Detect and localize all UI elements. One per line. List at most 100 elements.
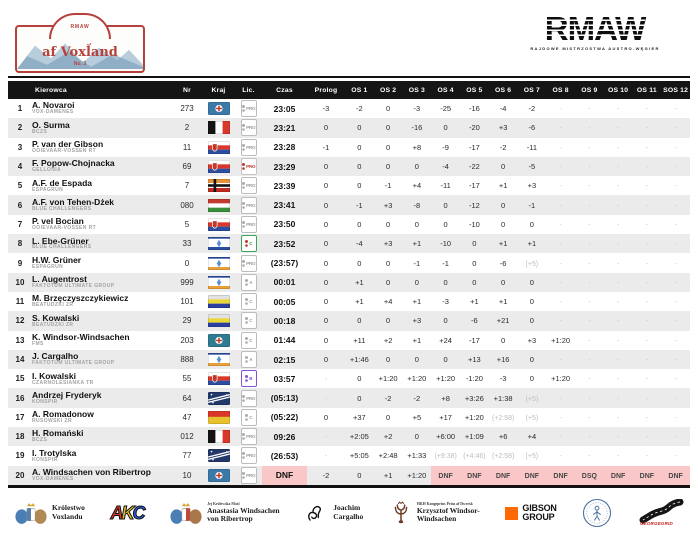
country-cell [202, 311, 235, 330]
team-name: OOIEVAAR-VOSSEN RT [32, 147, 97, 154]
driver-cell: F. Popow-Chojnacka GELLONIA [32, 157, 172, 176]
driver-name: S. Kowalski [32, 312, 80, 323]
rally-edition: No. 3 [73, 60, 87, 67]
stage-cell-os8: - [559, 357, 562, 364]
stage-cell-os3: +1 [412, 239, 422, 249]
license-figure-icon [244, 317, 248, 321]
total-time-cell: 09:26 [273, 431, 296, 442]
car-number-cell: 11 [182, 142, 192, 152]
akc-letter-a: A [110, 503, 124, 523]
stage-cell-os3: +1:20 [407, 374, 427, 384]
result-row-8: 8 L. Ebe-Grüner BLUE CHALLENGERS 33 C 23:52 0 -… [8, 234, 690, 254]
stage-cell-os8: - [559, 221, 562, 229]
car-number-cell: 69 [182, 162, 192, 172]
stage-cell-os11: - [645, 106, 649, 114]
stage-cell-os5: +1:20 [464, 412, 484, 422]
team-name: KONSPIR [32, 456, 58, 463]
total-time-cell: 01:44 [273, 335, 296, 346]
prolog-cell: - [324, 434, 328, 442]
stage-cell-os3: 0 [414, 355, 419, 364]
stage-cell-os11: - [645, 357, 649, 364]
license-badge-PRO: PRO [240, 119, 257, 137]
driver-name: A.F. de Espada [32, 177, 92, 188]
license-badge-C: C [240, 312, 257, 330]
driver-name: H.W. Grüner [32, 254, 82, 265]
stage-cell-os2: 0 [386, 219, 391, 229]
stage-cell-os9: - [588, 125, 591, 133]
stage-cell-os3: 0 [414, 219, 419, 229]
country-cell [202, 350, 235, 369]
license-figure-icon [241, 124, 245, 128]
stage-cell-os6: +6 [498, 432, 508, 442]
prolog-cell: 0 [323, 297, 329, 307]
license-badge-A: A [240, 351, 257, 368]
stage-cell-os7: 0 [529, 374, 534, 384]
result-row-9: 9 H.W. Grüner ESPAGRUN 0 PRO (23:57) 0 0 0 -1 -1 0 -… [8, 253, 690, 272]
country-cell [202, 215, 235, 234]
stage-cell-os12: - [674, 125, 677, 133]
orange-square-icon [505, 506, 519, 520]
result-row-6: 6 A.F. von Tehen-Dżek BLUE CHALLENGERS 080 P… [8, 195, 690, 215]
column-header-prolog: Prolog [307, 81, 345, 99]
license-cell: PRO [235, 138, 262, 157]
column-header-sos-12: SOS 12 [661, 81, 690, 99]
results-table: Kierowca Nr Kraj Lic. Czas Prolog OS 1 OS 2 OS 3… [8, 81, 690, 485]
stage-cell-os11: - [645, 299, 649, 307]
position-cell: 8 [17, 239, 23, 249]
stage-cell-os12: - [674, 453, 677, 461]
stage-cell-os4: (+9:38) [434, 453, 457, 461]
stage-cell-os4: 0 [443, 200, 448, 210]
flag-icon-slavic-crest [207, 372, 230, 386]
driver-cell: I. Kowalski CZARNOLESIANKA TR [32, 369, 172, 388]
stage-cell-os3: 0 [414, 277, 419, 287]
flag-icon-red-white-green [207, 198, 230, 212]
country-cell [202, 427, 235, 446]
flag-icon-slavic-crest [207, 217, 230, 231]
column-header-os-7: OS 7 [517, 81, 547, 99]
license-badge-C: C [240, 293, 257, 311]
result-row-13: 13 K. Windsor-Windsachen FMS 203 C 01:44 0 +11 +… [8, 331, 690, 350]
team-name: BCZS [32, 128, 48, 135]
license-figure-icon [241, 182, 245, 186]
flag-icon-navy-diagonal-stars [207, 449, 230, 463]
stage-cell-os2: 0 [386, 277, 391, 287]
stage-cell-os6: +3 [498, 123, 508, 133]
championship-subtitle: RAJDOWE MISTRZOSTWA AUSTRO-WĘGIER [530, 46, 660, 51]
team-name: RUSOWSKI ZR [32, 418, 72, 425]
stage-cell-os1: 0 [357, 316, 362, 326]
position-cell: 18 [15, 432, 25, 442]
road-logo-caption: GEORGEGRID [639, 521, 673, 526]
stage-cell-os5: -20 [468, 123, 480, 133]
license-cell: PRO [235, 446, 262, 465]
license-figure-icon [241, 201, 245, 205]
result-row-17: 17 A. Romadonow RUSOWSKI ZR 47 C (05:22) 0 +37 0… [8, 408, 690, 427]
driver-name: I. Kowalski [32, 370, 76, 381]
header-divider [8, 76, 690, 78]
team-name: FAKTOTUM ULTIMATE GROUP [32, 360, 115, 367]
stage-cell-os4: -10 [440, 239, 452, 249]
stage-cell-os4: +8 [441, 393, 450, 403]
license-figure-icon [241, 105, 245, 109]
sponsor-name: GIBSON GROUP [522, 503, 557, 522]
stage-cell-os1: 0 [357, 219, 362, 229]
stage-cell-os3: -3 [413, 104, 421, 114]
license-cell: PRO [235, 466, 262, 485]
team-name: BLUE CHALLENGERS [32, 244, 92, 251]
position-cell: 4 [17, 162, 23, 172]
car-number-cell: 101 [180, 297, 194, 307]
position-cell: 17 [15, 412, 25, 422]
license-badge-B: B [240, 370, 257, 388]
stage-cell-os3: +1 [412, 335, 422, 345]
stage-cell-os12: - [674, 318, 677, 326]
country-cell [202, 388, 235, 407]
stage-cell-os9: - [588, 453, 591, 461]
stage-cell-os4: 0 [443, 355, 448, 364]
license-figure-icon [244, 278, 248, 282]
stage-cell-os7: DNF [517, 465, 547, 485]
stage-cell-os1: +1:46 [349, 355, 369, 364]
stage-cell-os9: - [588, 260, 591, 268]
sponsor-name: Królestwo Voxlandu [52, 503, 85, 521]
license-figure-icon [244, 298, 248, 302]
stage-cell-os10: - [616, 395, 620, 403]
stage-cell-os4: -25 [440, 104, 452, 114]
